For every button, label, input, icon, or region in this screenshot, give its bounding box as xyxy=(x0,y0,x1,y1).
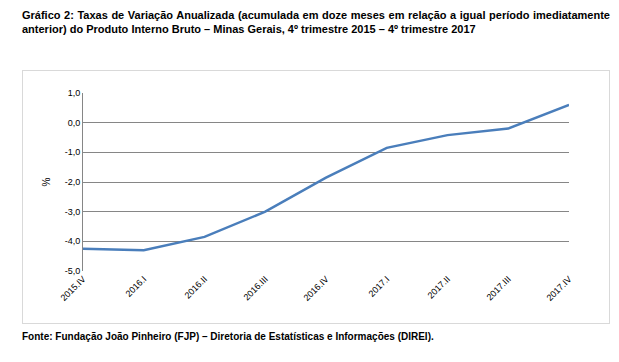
svg-text:-5,0: -5,0 xyxy=(65,266,81,276)
svg-text:2016.IV: 2016.IV xyxy=(302,274,331,303)
svg-text:2017.I: 2017.I xyxy=(367,274,392,299)
svg-text:2017.II: 2017.II xyxy=(426,274,453,301)
svg-text:2017.IV: 2017.IV xyxy=(545,274,574,303)
svg-text:%: % xyxy=(41,177,52,186)
svg-text:-3,0: -3,0 xyxy=(65,207,81,217)
svg-text:2016.II: 2016.II xyxy=(183,274,210,301)
svg-text:-1,0: -1,0 xyxy=(65,147,81,157)
svg-text:2016.I: 2016.I xyxy=(124,274,149,299)
html-text:Gráfico 2: Taxas de Variação A: Gráfico 2: Taxas de Variação Anualizada … xyxy=(22,9,610,35)
svg-text:-2,0: -2,0 xyxy=(65,177,81,187)
svg-text:2015.IV: 2015.IV xyxy=(59,274,88,303)
svg-text:0,0: 0,0 xyxy=(68,118,81,128)
svg-text:-4,0: -4,0 xyxy=(65,236,81,246)
svg-text:2017.III: 2017.III xyxy=(485,274,513,302)
svg-text:1,0: 1,0 xyxy=(68,88,81,98)
html-text:Fonte: Fundação João Pinheiro: Fonte: Fundação João Pinheiro (FJP) – Di… xyxy=(22,331,434,342)
svg-text:2016.III: 2016.III xyxy=(242,274,270,302)
